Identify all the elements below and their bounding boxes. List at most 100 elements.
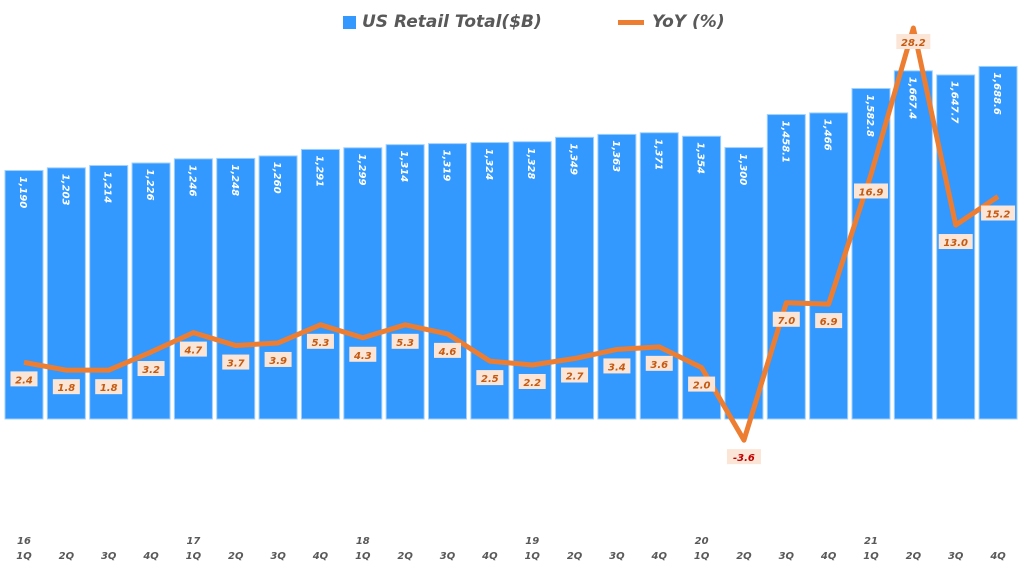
x-tick-quarter: 4Q <box>820 551 837 562</box>
yoy-label: 2.0 <box>693 381 711 392</box>
yoy-label-bg <box>95 379 123 395</box>
x-tick-quarter: 3Q <box>440 551 456 562</box>
yoy-label-bg <box>938 234 973 250</box>
x-tick-quarter: 2Q <box>736 551 752 562</box>
bar-label: 1,582.8 <box>864 95 875 137</box>
yoy-line <box>23 25 1000 443</box>
bar-label: 1,328 <box>525 148 536 180</box>
x-tick-year: 17 <box>186 536 200 547</box>
bar-label: 1,214 <box>102 172 113 204</box>
bar-label: 1,314 <box>398 151 409 183</box>
bar-label: 1,291 <box>313 155 324 187</box>
x-tick-quarter: 3Q <box>101 551 117 562</box>
x-tick-quarter: 1Q <box>524 551 540 562</box>
bar <box>428 143 467 420</box>
yoy-label: 2.2 <box>523 378 541 389</box>
bar-label: 1,260 <box>271 162 282 194</box>
bar-label: 1,349 <box>568 143 579 175</box>
yoy-label-bg <box>264 351 292 367</box>
bar <box>258 155 298 420</box>
x-tick-year: 21 <box>864 536 878 547</box>
x-tick-quarter: 1Q <box>355 551 371 562</box>
x-tick-quarter: 3Q <box>609 551 625 562</box>
yoy-label: 13.0 <box>943 238 968 249</box>
yoy-label: 3.4 <box>608 362 626 373</box>
bar-label: 1,667.4 <box>906 77 917 119</box>
yoy-label-bg <box>896 34 931 50</box>
x-tick-year: 18 <box>356 536 370 547</box>
x-tick-quarter: 4Q <box>989 551 1006 562</box>
yoy-label: 7.0 <box>777 316 795 327</box>
yoy-label: 3.6 <box>650 360 668 371</box>
yoy-label-bg <box>10 371 38 387</box>
yoy-label-bg <box>561 367 589 383</box>
bar <box>343 147 383 420</box>
yoy-label: 15.2 <box>986 210 1011 221</box>
yoy-label-bg <box>434 342 461 358</box>
bar-label: 1,299 <box>356 154 367 186</box>
yoy-label: 5.3 <box>396 338 414 349</box>
bar <box>131 162 171 420</box>
bar <box>639 132 679 420</box>
yoy-label-bg <box>981 205 1016 221</box>
x-tick-quarter: 3Q <box>948 551 964 562</box>
yoy-label-bg <box>391 333 419 349</box>
yoy-label-bg <box>306 333 334 349</box>
x-tick-quarter: 2Q <box>228 551 244 562</box>
x-tick-quarter: 4Q <box>142 551 159 562</box>
yoy-label: 5.3 <box>312 338 330 349</box>
yoy-label: 3.9 <box>269 356 287 367</box>
yoy-label: 3.7 <box>227 359 245 370</box>
yoy-label-bg <box>52 379 80 395</box>
bar-label: 1,647.7 <box>949 81 960 123</box>
bar-label: 1,248 <box>229 164 240 196</box>
yoy-label-bg <box>603 358 631 374</box>
legend-line: YoY (%) <box>618 12 725 32</box>
yoy-label: 3.2 <box>142 365 160 376</box>
yoy-label-bg <box>137 361 165 377</box>
yoy-label-bg <box>854 183 888 199</box>
bar-label: 1,190 <box>17 177 28 209</box>
x-tick-quarter: 3Q <box>270 551 286 562</box>
x-tick-quarter: 1Q <box>694 551 710 562</box>
x-tick-quarter: 4Q <box>651 551 668 562</box>
bar-label: 1,458.1 <box>779 121 790 163</box>
yoy-label: 28.2 <box>901 38 926 49</box>
yoy-label-bg <box>815 313 843 329</box>
bar-label: 1,226 <box>144 169 155 201</box>
bar-label: 1,324 <box>483 149 494 181</box>
x-tick-quarter: 1Q <box>863 551 879 562</box>
yoy-label: 16.9 <box>859 187 884 198</box>
bar-label: 1,203 <box>59 174 70 206</box>
legend-bar-swatch <box>343 15 356 29</box>
yoy-label: 1.8 <box>57 383 75 394</box>
yoy-label: 4.6 <box>438 347 457 358</box>
bar <box>173 158 213 420</box>
x-tick-quarter: 1Q <box>16 551 32 562</box>
bar <box>766 114 806 420</box>
yoy-label: 4.7 <box>184 346 203 357</box>
bar-label: 1,300 <box>737 154 748 186</box>
legend-bar: US Retail Total($B) <box>343 12 542 32</box>
x-tick-year: 19 <box>525 536 539 547</box>
legend-line-swatch <box>618 19 644 25</box>
yoy-label: 2.7 <box>566 372 584 383</box>
bar-label: 1,246 <box>186 165 197 197</box>
bar-label: 1,363 <box>610 140 621 172</box>
legend-bar-label: US Retail Total($B) <box>362 12 542 32</box>
x-tick-quarter: 2Q <box>397 551 413 562</box>
yoy-label-bg <box>222 354 250 370</box>
yoy-label: 6.9 <box>820 317 838 328</box>
yoy-label: 1.8 <box>100 383 118 394</box>
x-tick-quarter: 4Q <box>481 551 498 562</box>
bar <box>724 147 764 420</box>
yoy-label-bg <box>726 449 761 465</box>
bar <box>300 148 340 420</box>
yoy-label: 4.3 <box>353 351 372 362</box>
bar <box>385 144 425 420</box>
bar <box>216 157 256 420</box>
bar <box>512 141 552 420</box>
x-tick-quarter: 4Q <box>312 551 329 562</box>
legend-line-label: YoY (%) <box>652 12 725 32</box>
